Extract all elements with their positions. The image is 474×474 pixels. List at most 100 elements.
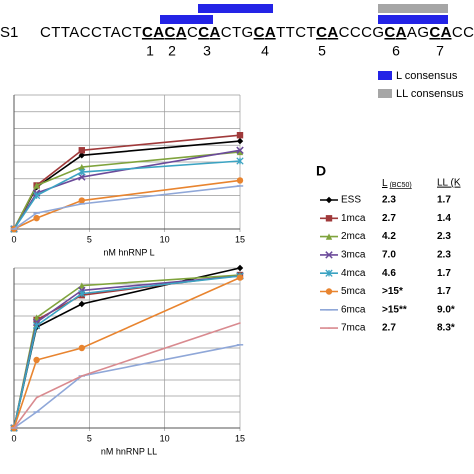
table-cell: 2.7 [382, 213, 396, 224]
table-header: L (BC50) [382, 178, 412, 189]
series-line [13, 322, 241, 429]
point [325, 233, 333, 240]
point [236, 146, 244, 155]
legend-name: 6mca [341, 304, 366, 315]
point [328, 327, 330, 329]
legend-name: 3mca [341, 250, 366, 261]
table-cell: >15* [382, 286, 403, 297]
point [13, 427, 15, 429]
table-cell: 8.3* [437, 323, 455, 334]
point [78, 163, 85, 171]
legend-name: 5mca [341, 286, 366, 297]
consensus-bar [160, 15, 213, 24]
x-tick-label: 5 [87, 433, 92, 443]
table-cell: 4.2 [382, 231, 396, 242]
position-number: 4 [261, 43, 269, 59]
table-cell: 1.4 [437, 213, 451, 224]
point [78, 289, 86, 298]
series-line [13, 134, 241, 230]
point [236, 157, 244, 165]
legend-name: 4mca [341, 268, 366, 279]
consensus-bar [378, 4, 448, 13]
position-number: 6 [392, 43, 400, 59]
point [35, 396, 38, 399]
position-number: 2 [168, 43, 176, 59]
position-number: 5 [318, 43, 326, 59]
point [78, 344, 86, 352]
series-line [13, 275, 241, 429]
series-line [13, 160, 241, 230]
x-tick-label: 0 [11, 234, 16, 244]
legend-name: 1mca [341, 213, 366, 224]
legend-swatch [378, 89, 392, 98]
table-cell: 2.7 [382, 323, 396, 334]
sequence-segment: CTTACCTACT [40, 24, 142, 41]
point [325, 196, 333, 204]
x-axis-label: nM hnRNP L [103, 247, 154, 257]
point [33, 314, 40, 321]
sequence-segment: C [187, 24, 198, 41]
point [325, 269, 333, 277]
sequence-segment: TTCT [276, 24, 316, 41]
x-tick-label: 15 [235, 234, 245, 244]
point [325, 215, 333, 222]
point [236, 264, 244, 272]
x-tick-label: 10 [160, 234, 170, 244]
x-tick-label: 15 [235, 433, 245, 443]
table-cell: 2.3 [382, 195, 396, 206]
sequence-segment: CC [452, 24, 474, 41]
point [236, 132, 244, 139]
consensus-bar [198, 4, 273, 13]
sequence-label: S1 [0, 24, 18, 41]
point [78, 197, 86, 204]
series-line [13, 344, 241, 429]
series-line [13, 179, 241, 230]
point [236, 274, 244, 281]
point [239, 322, 241, 324]
position-number: 1 [146, 43, 154, 59]
x-axis-label: nM hnRNP LL [101, 446, 157, 456]
table-cell: 4.6 [382, 268, 396, 279]
sequence-segment: CA [316, 24, 338, 41]
point [32, 321, 41, 330]
point [236, 137, 244, 145]
x-tick-label: 10 [160, 433, 170, 443]
point [33, 356, 40, 364]
point [78, 282, 85, 289]
sequence-segment: CTG [221, 24, 254, 41]
sequence-segment: AG [407, 24, 429, 41]
header-l: L [382, 178, 388, 189]
legend-name: 7mca [341, 323, 366, 334]
table-cell: 9.0* [437, 304, 455, 315]
series-line [13, 185, 241, 230]
legend-label: L consensus [396, 70, 458, 82]
x-tick-label: 0 [11, 433, 16, 443]
table-cell: 1.7 [437, 286, 451, 297]
point [81, 375, 83, 377]
x-tick-label: 5 [87, 234, 92, 244]
table-cell: >15** [382, 304, 407, 315]
legend-name: ESS [341, 195, 361, 206]
sequence: CTTACCTACTCACACCACTGCATTCTCACCCGCAAGCACC [40, 24, 474, 41]
table-cell: 7.0 [382, 250, 396, 261]
point [33, 182, 40, 189]
position-number: 7 [436, 43, 444, 59]
legend-name: 2mca [341, 231, 366, 242]
sequence-segment: CCCG [339, 24, 384, 41]
consensus-bar [378, 15, 448, 24]
point [236, 177, 244, 184]
legend-label: LL consensus [396, 88, 464, 100]
point [325, 251, 333, 259]
point [78, 147, 85, 154]
sequence-segment: CA [384, 24, 406, 41]
point [33, 214, 40, 222]
table-cell: 2.3 [437, 250, 451, 261]
series-line [13, 151, 241, 230]
table-cell: 1.7 [437, 268, 451, 279]
panel-label: D [316, 163, 326, 179]
point [236, 148, 244, 156]
point [78, 168, 86, 176]
table-header: LL (K [437, 178, 461, 189]
position-number: 3 [203, 43, 211, 59]
